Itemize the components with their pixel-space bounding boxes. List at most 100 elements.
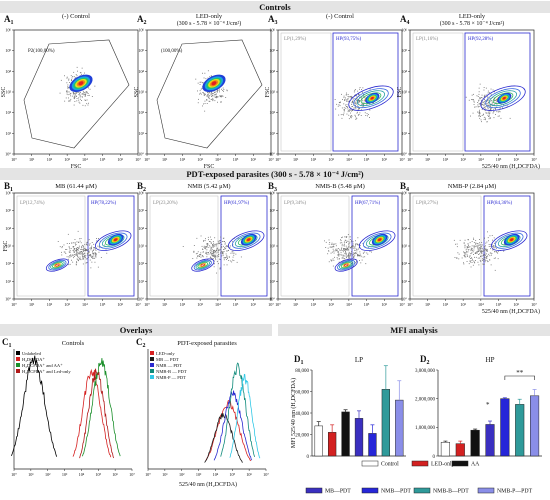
bar-hp-bar (500, 398, 510, 457)
panel-a1-xtick-label: 10⁴ (82, 157, 88, 162)
panel-a2-xtick-label: 10⁰ (144, 157, 150, 162)
overlay-c2-curve (205, 400, 252, 462)
scatter-b1 (57, 230, 108, 269)
y-axis-label-a3: FSC (265, 87, 271, 98)
legend-label-5: NMB-B—PDT (433, 489, 469, 495)
panel-a3-ytick-label: 10⁴ (269, 69, 275, 74)
panel-a3-ytick-label: 10⁶ (269, 28, 275, 33)
bar-hp-ytick-label: 1,000,000 (415, 426, 436, 431)
panel-b2-xtick-label: 10⁰ (144, 302, 150, 307)
hp-label-a3: HP(93,75%) (336, 37, 361, 42)
panel-a2-ytick-label: 10³ (139, 90, 145, 95)
overlays-header: Overlays (0, 324, 272, 336)
panel-a2-xtick-label: 10⁷ (268, 157, 274, 162)
panel-b4-xtick-label: 10⁴ (478, 302, 484, 307)
overlay-c1-curve (11, 355, 58, 457)
panel-b4-ytick-label: 10⁵ (401, 208, 407, 213)
bar-lp-ytick-label: 80,000 (295, 369, 309, 374)
panel-b4-xtick-label: 10⁷ (531, 302, 537, 307)
overlay-c2-xtick-label: 10⁷ (263, 472, 269, 477)
pdt-header: PDT-exposed parasites (300 s - 5.78 × 10… (0, 168, 550, 180)
panel-a1-xtick-label: 10¹ (29, 157, 35, 162)
panel-b2-ytick-label: 10¹ (139, 279, 145, 284)
panel-a4-ytick-label: 10⁶ (401, 28, 407, 33)
panel-b1-xtick-label: 10⁴ (82, 302, 88, 307)
bar-lp-title: LP (355, 356, 363, 364)
panel-title-a3: (-) Control (326, 13, 354, 20)
panel-b3-ytick-label: 10⁵ (269, 208, 275, 213)
panel-b1-ytick-label: 10⁵ (5, 208, 11, 213)
panel-b2-xtick-label: 10¹ (162, 302, 168, 307)
panel-b1-frame (13, 192, 139, 300)
overlay-c2-title: PDT-exposed parasites (177, 340, 237, 347)
bar-lp-bar (381, 389, 391, 457)
panel-b1-ytick-label: 10⁶ (5, 191, 11, 196)
overlay-c2-legend-swatch (150, 375, 154, 379)
panel-b3-xtick-label: 10¹ (293, 302, 299, 307)
panel-b2-xtick-label: 10⁵ (233, 302, 239, 307)
overlay-c1-xtick-label: 10¹ (28, 472, 34, 477)
panel-a4-xtick-label: 10⁷ (531, 157, 537, 162)
panel-b2-ytick-label: 10⁰ (138, 297, 144, 302)
overlay-c2-curve (229, 373, 261, 459)
panel-b4-xtick-label: 10² (443, 302, 449, 307)
scatter-b4 (453, 231, 505, 271)
panel-title-a2: LED-only (196, 13, 223, 20)
panel-label-a3: A3 (268, 14, 278, 26)
density-b3 (371, 233, 388, 246)
panel-a1-xtick-label: 10³ (64, 157, 70, 162)
panel-a2-xtick-label: 10⁴ (215, 157, 221, 162)
panel-b3-xtick-label: 10⁷ (399, 302, 405, 307)
overlay-c1-legend-swatch (16, 351, 20, 355)
overlay-c1-xtick-label: 10³ (62, 472, 68, 477)
panel-b2-ytick-label: 10³ (139, 244, 145, 249)
panel-a1-xtick-label: 10⁵ (100, 157, 106, 162)
panel-a4-ytick-label: 10⁰ (401, 152, 407, 157)
overlay-c2-legend-label: MB — PDT (156, 357, 179, 362)
panel-b4-xtick-label: 10¹ (425, 302, 431, 307)
overlay-c1-legend-label: Unlabeled (22, 351, 42, 356)
panel-a2-ytick-label: 10² (139, 110, 145, 115)
gate-label-a2: (100,00%) (161, 49, 183, 54)
lp-gate-a3 (280, 32, 332, 152)
overlay-c2-legend-label: LED-only (156, 351, 175, 356)
overlay-c2-curve (213, 390, 253, 461)
panel-b3-frame (277, 192, 403, 300)
panel-b4-xtick-label: 10⁶ (513, 302, 519, 307)
panel-b2-xtick-label: 10² (180, 302, 186, 307)
overlay-c1-curve (79, 368, 114, 459)
overlay-c1-legend-swatch (16, 363, 20, 367)
panel-a4-xtick-label: 10⁴ (478, 157, 484, 162)
panel-a4-xtick-label: 10¹ (425, 157, 431, 162)
panel-a1-ytick-label: 10⁵ (5, 48, 11, 53)
panel-a3-xtick-label: 10⁰ (275, 157, 281, 162)
overlay-c2-xtick-label: 10⁴ (213, 472, 219, 477)
overlay-c2-label: C2 (136, 337, 146, 349)
panel-b1-ytick-label: 10⁴ (5, 226, 11, 231)
x-axis-label-row1: 525/40 nm (H₂DCFDA) (482, 163, 540, 170)
panel-a4-frame (409, 29, 535, 155)
hp-gate-b1 (87, 195, 135, 297)
panel-b3-ytick-label: 10¹ (270, 279, 276, 284)
panel-label-b1: B1 (4, 181, 13, 193)
overlay-c1-curve (72, 368, 112, 458)
hp-label-a4: HP(92,28%) (468, 37, 493, 42)
hp-gate-a3 (332, 32, 399, 152)
overlay-c1-legend-label: H₂DCFDA⁺ (22, 357, 45, 362)
overlay-c1-legend-swatch (16, 369, 20, 373)
panel-a1-ytick-label: 10⁶ (5, 28, 11, 33)
legend-swatch-3 (305, 487, 323, 494)
bar-hp-bar (470, 429, 480, 457)
y-axis-label-row2: FSC (3, 241, 9, 252)
bar-lp-ytick-label: 60,000 (295, 390, 309, 395)
panel-a2-ytick-label: 10⁴ (138, 69, 144, 74)
panel-b2-xtick-label: 10⁴ (215, 302, 221, 307)
legend-swatch-0 (361, 460, 379, 467)
bar-lp-bar (327, 432, 337, 457)
panel-subtitle-a4: (300 s - 5.78 × 10⁻⁴ J/cm²) (440, 20, 505, 27)
bar-hp-label: D2 (420, 354, 430, 366)
panel-title-b4: NMB-P (2.84 μM) (448, 183, 497, 190)
density-b4 (503, 233, 520, 246)
panel-a2-xtick-label: 10⁶ (250, 157, 256, 162)
